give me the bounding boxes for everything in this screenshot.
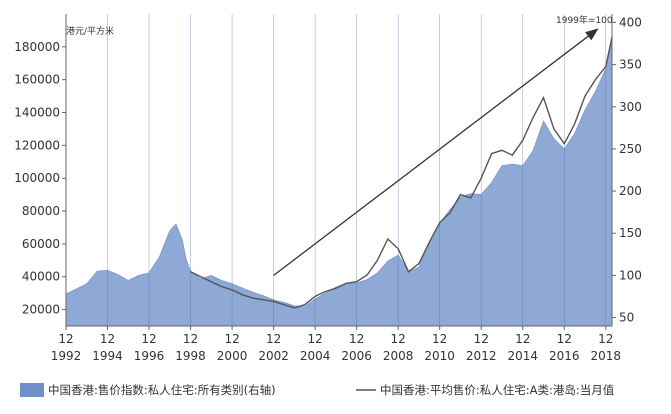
x-tick-month-label: 12 <box>100 332 115 346</box>
x-tick-month-label: 12 <box>432 332 447 346</box>
left-tick-label: 40000 <box>22 270 60 284</box>
legend-label-area: 中国香港:售价指数:私人住宅:所有类别(右轴) <box>48 383 276 397</box>
x-tick-month-label: 12 <box>598 332 613 346</box>
left-tick-label: 100000 <box>14 171 60 185</box>
x-tick-year-label: 2010 <box>424 349 455 363</box>
right-tick-label: 100 <box>619 268 642 282</box>
series-area-price-index <box>65 39 613 327</box>
x-tick-month-label: 12 <box>141 332 156 346</box>
left-tick-label: 180000 <box>14 40 60 54</box>
left-tick-label: 20000 <box>22 303 60 317</box>
right-tick-label: 200 <box>619 184 642 198</box>
right-tick-label: 50 <box>619 311 634 325</box>
x-tick-year-label: 2018 <box>590 349 621 363</box>
x-tick-month-label: 12 <box>557 332 572 346</box>
x-tick-year-label: 1994 <box>92 349 123 363</box>
x-tick-month-label: 12 <box>224 332 239 346</box>
legend-swatch-area <box>20 383 44 397</box>
legend: 中国香港:售价指数:私人住宅:所有类别(右轴) 中国香港:平均售价:私人住宅:A… <box>20 383 615 397</box>
x-tick-year-label: 2004 <box>300 349 331 363</box>
x-tick-year-label: 2000 <box>217 349 248 363</box>
trend-arrow <box>273 28 599 276</box>
x-tick-month-label: 12 <box>183 332 198 346</box>
x-tick-year-label: 1996 <box>134 349 165 363</box>
left-tick-label: 160000 <box>14 73 60 87</box>
left-tick-label: 120000 <box>14 138 60 152</box>
axes: 20000 40000 60000 80000 100000 120000 140000 16… <box>14 14 642 363</box>
x-tick-year-label: 1998 <box>175 349 206 363</box>
left-tick-label: 80000 <box>22 204 60 218</box>
x-tick-month-label: 12 <box>474 332 489 346</box>
right-tick-label: 150 <box>619 226 642 240</box>
x-tick-month-label: 12 <box>58 332 73 346</box>
right-tick-label: 400 <box>619 15 642 29</box>
right-axis-unit: 1999年=100 <box>556 14 613 26</box>
right-tick-label: 350 <box>619 58 642 72</box>
x-tick-year-label: 2008 <box>383 349 414 363</box>
x-tick-year-label: 1992 <box>51 349 82 363</box>
x-tick-month-label: 12 <box>515 332 530 346</box>
right-tick-label: 250 <box>619 142 642 156</box>
x-tick-year-label: 2016 <box>549 349 580 363</box>
left-tick-label: 140000 <box>14 106 60 120</box>
x-tick-month-label: 12 <box>266 332 281 346</box>
x-tick-year-label: 2012 <box>466 349 497 363</box>
x-tick-month-label: 12 <box>307 332 322 346</box>
x-tick-year-label: 2006 <box>341 349 372 363</box>
x-tick-year-label: 2002 <box>258 349 289 363</box>
x-tick-month-label: 12 <box>391 332 406 346</box>
x-tick-year-label: 2014 <box>507 349 538 363</box>
left-tick-label: 60000 <box>22 237 60 251</box>
series-line-avg-price <box>190 36 613 309</box>
right-tick-label: 300 <box>619 100 642 114</box>
legend-label-line: 中国香港:平均售价:私人住宅:A类:港岛:当月值 <box>380 383 615 397</box>
x-tick-month-label: 12 <box>349 332 364 346</box>
left-axis-unit: 港元/平方米 <box>66 25 114 37</box>
